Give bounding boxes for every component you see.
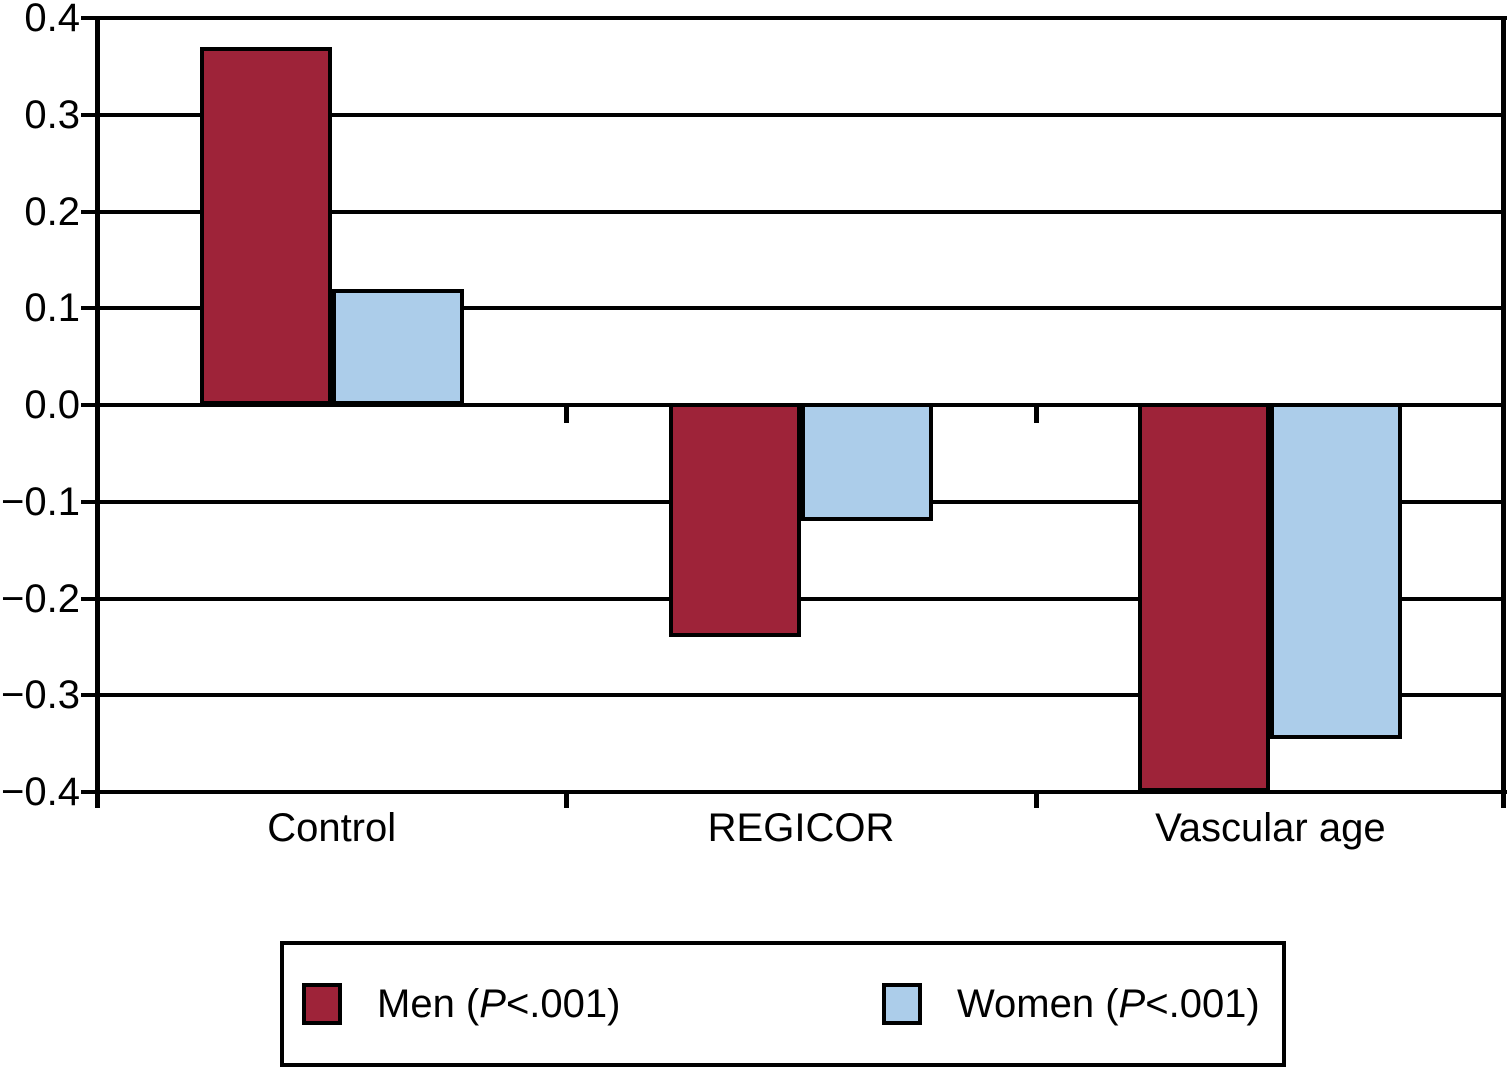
bar-men-vascular-age <box>1138 403 1271 792</box>
gridline <box>97 596 1505 601</box>
gridline <box>97 306 1505 311</box>
bar-men-regicor <box>669 403 801 638</box>
bar-women-vascular-age <box>1270 403 1403 739</box>
y-axis-label: −0.4 <box>1 770 80 814</box>
y-axis-tick <box>81 790 97 794</box>
y-axis-label: 0.0 <box>24 383 80 427</box>
gridline <box>97 693 1505 698</box>
y-axis-label: −0.1 <box>1 479 80 524</box>
legend-box: Men (P<.001) Women (P<.001) <box>280 941 1286 1067</box>
men-color-swatch <box>302 983 342 1025</box>
legend-label-men: Men (P<.001) <box>377 982 621 1026</box>
plot-top-border <box>95 16 1507 20</box>
y-axis-tick <box>81 596 97 601</box>
bottom-axis-category-tick <box>1033 792 1039 808</box>
legend-label-women: Women (P<.001) <box>957 982 1260 1026</box>
y-axis-tick <box>81 112 97 117</box>
y-axis-tick <box>81 499 97 504</box>
y-axis-label: −0.2 <box>1 576 80 621</box>
gridline <box>97 112 1505 117</box>
bar-women-regicor <box>801 403 933 522</box>
women-color-swatch <box>882 983 922 1025</box>
category-label-control: Control <box>267 806 397 850</box>
category-label-vascular-age: Vascular age <box>1155 806 1386 850</box>
bar-women-control <box>331 288 464 405</box>
y-axis-label: 0.4 <box>24 0 80 40</box>
plot-right-border <box>1501 16 1506 808</box>
gridline <box>97 209 1505 214</box>
y-axis-tick <box>81 209 97 214</box>
y-axis-label: 0.1 <box>24 286 80 331</box>
plot-area: 0.4 0.3 0.2 0.1 0.0 −0.1 −0.2 −0.3 −0.4 <box>1 0 1507 814</box>
x-axis-bottom-border <box>95 790 1507 794</box>
y-axis-tick <box>81 693 97 698</box>
y-axis-label: −0.3 <box>1 673 80 718</box>
y-axis-line <box>95 16 100 808</box>
y-axis-label: 0.2 <box>24 189 80 234</box>
category-label-regicor: REGICOR <box>707 806 895 850</box>
y-axis-tick <box>81 403 97 407</box>
y-axis-label: 0.3 <box>24 92 80 137</box>
bottom-axis-category-tick <box>564 792 570 808</box>
y-axis-tick <box>81 16 97 20</box>
category-axis-labels: Control REGICOR Vascular age <box>97 803 1505 858</box>
bar-men-control <box>199 47 332 405</box>
y-axis-tick <box>81 306 97 311</box>
zero-line-category-tick <box>564 405 570 423</box>
zero-line-category-tick <box>1033 405 1039 423</box>
